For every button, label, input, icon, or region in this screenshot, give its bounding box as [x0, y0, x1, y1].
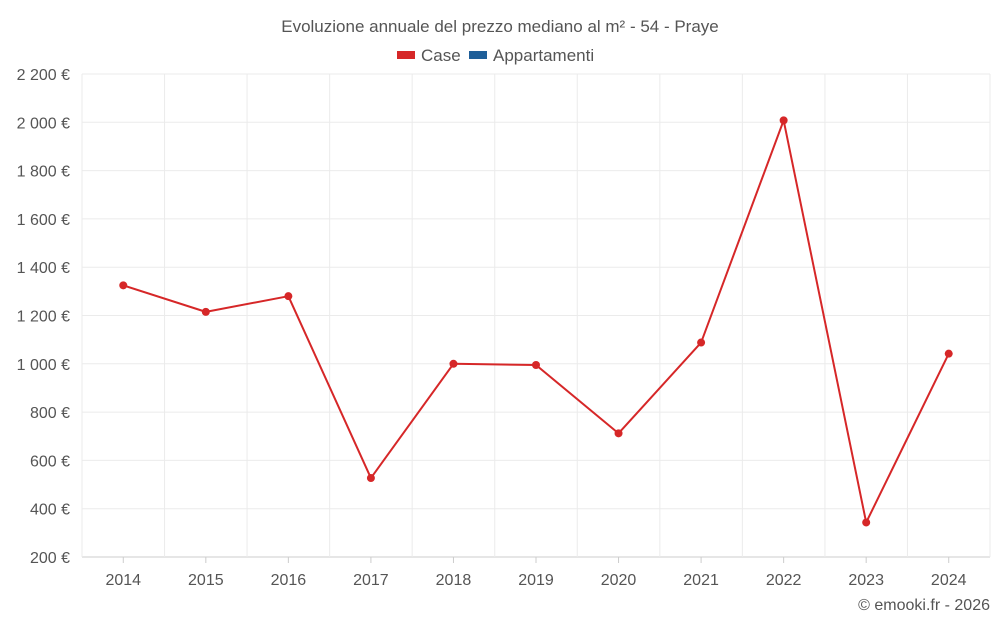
x-tick-label: 2022 — [766, 572, 802, 589]
series-layer — [119, 116, 953, 527]
legend-swatch — [397, 51, 415, 59]
y-axis: 200 € 400 € 600 € 800 € 1 000 € 1 200 € 1 400 … — [17, 67, 70, 567]
y-tick-label: 800 € — [30, 405, 70, 422]
data-point — [697, 338, 706, 347]
y-tick-label: 600 € — [30, 453, 70, 470]
legend-item: Case — [397, 46, 461, 65]
x-tick-label: 2019 — [518, 572, 554, 589]
grid — [81, 73, 991, 558]
data-point — [449, 359, 458, 368]
data-point — [779, 116, 788, 125]
data-point — [944, 349, 953, 358]
y-tick-label: 400 € — [30, 502, 70, 519]
credit-text: © emooki.fr - 2026 — [858, 597, 990, 614]
data-point — [532, 361, 540, 370]
x-tick-label: 2016 — [271, 572, 307, 589]
x-tick-label: 2023 — [848, 572, 884, 589]
x-tick-label: 2018 — [436, 572, 472, 589]
y-tick-label: 1 200 € — [17, 309, 70, 326]
chart-title: Evoluzione annuale del prezzo mediano al… — [281, 17, 719, 36]
y-tick-label: 1 800 € — [17, 164, 70, 181]
x-tick-label: 2021 — [683, 572, 719, 589]
y-tick-label: 2 000 € — [17, 115, 70, 132]
data-point — [366, 474, 375, 483]
x-tick-label: 2017 — [353, 572, 389, 589]
x-tick-label: 2015 — [188, 572, 224, 589]
legend-swatch — [469, 51, 487, 59]
y-tick-label: 1 400 € — [17, 260, 70, 277]
y-tick-label: 1 000 € — [17, 357, 70, 374]
x-axis: 2014 2015 2016 2017 2018 2019 2020 2021 2022 2023… — [105, 557, 967, 589]
y-tick-label: 2 200 € — [17, 67, 70, 84]
data-point — [119, 281, 128, 290]
data-point — [614, 429, 623, 438]
y-tick-label: 1 600 € — [17, 212, 70, 229]
x-tick-label: 2024 — [931, 572, 967, 589]
data-point — [862, 518, 871, 527]
x-tick-label: 2020 — [601, 572, 637, 589]
legend: Case Appartamenti — [397, 46, 594, 65]
y-tick-label: 200 € — [30, 550, 70, 567]
legend-label: Case — [421, 46, 461, 65]
data-point — [284, 292, 293, 301]
x-tick-label: 2014 — [105, 572, 141, 589]
data-point — [201, 307, 210, 316]
legend-label: Appartamenti — [493, 46, 594, 65]
legend-item: Appartamenti — [469, 46, 594, 65]
